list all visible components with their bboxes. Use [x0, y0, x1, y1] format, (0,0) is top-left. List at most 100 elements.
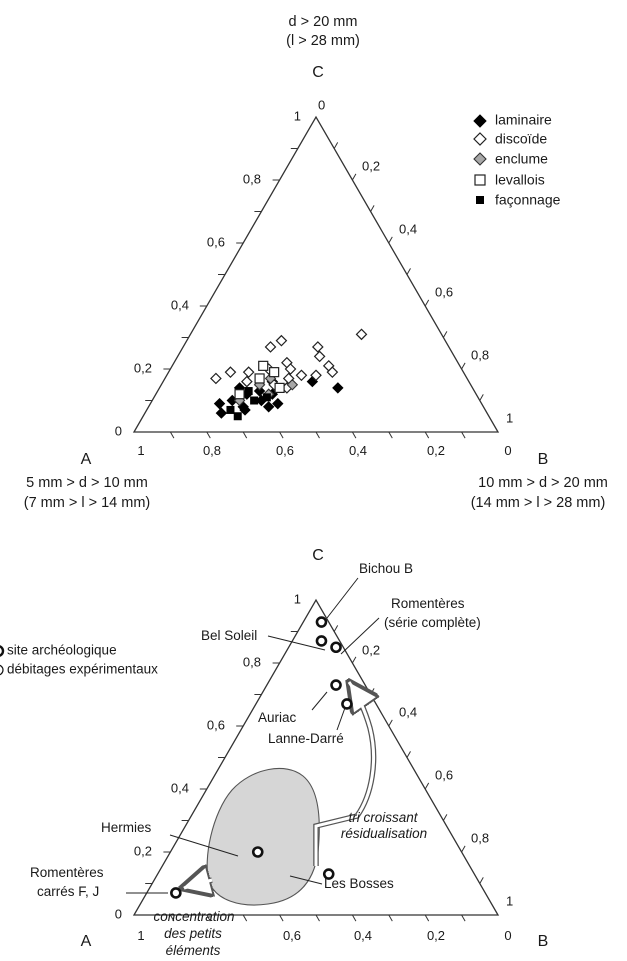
- point-levallois: [269, 367, 280, 378]
- bottom-tick: 0: [504, 928, 511, 943]
- tick-mark: [461, 845, 466, 853]
- tick-mark: [279, 431, 284, 439]
- point-discoide: [275, 334, 288, 347]
- legend-label-discoide: discoïde: [495, 131, 547, 147]
- legend-marker-enclume: [473, 152, 487, 166]
- point-discoide: [264, 341, 277, 353]
- tick-mark: [351, 173, 357, 181]
- bottom-tick-marks: [145, 625, 484, 922]
- bottom-tick: 1: [137, 928, 144, 943]
- tick-mark: [242, 431, 248, 439]
- tick-mark: [388, 431, 393, 439]
- left-tick: 1: [294, 108, 301, 123]
- site-point: [251, 846, 264, 858]
- point-discoide: [284, 363, 297, 375]
- left-tick: 0,4: [171, 297, 189, 312]
- tick-mark: [479, 394, 484, 401]
- tick-mark: [370, 205, 375, 212]
- point-discoide: [295, 369, 308, 382]
- point-levallois: [254, 373, 265, 384]
- bottom-tick: 0,8: [203, 443, 221, 458]
- right-tick: 0,4: [399, 221, 417, 236]
- site-point: [341, 698, 353, 710]
- tick-mark: [169, 914, 175, 922]
- site-label-hermies: Hermies: [101, 820, 152, 835]
- annotation-residualisation: résidualisation: [341, 826, 427, 841]
- left-tick: 0,4: [171, 780, 189, 795]
- tick-mark: [479, 877, 484, 884]
- vertex-a-label: A: [81, 933, 92, 950]
- point-faconnage: [262, 393, 271, 402]
- point-faconnage: [226, 405, 235, 414]
- right-tick: 0,6: [435, 767, 453, 782]
- leader-hermies: [169, 834, 239, 857]
- legend-marker-discoide: [473, 132, 487, 146]
- tick-mark: [333, 142, 339, 149]
- right-tick: 0,2: [362, 642, 380, 657]
- point-laminaire: [262, 401, 275, 413]
- tick-mark: [424, 782, 430, 790]
- site-label-romenteres-serie-line2: (série complète): [384, 615, 481, 630]
- point-discoide: [310, 369, 322, 382]
- legend-marker-faconnage: [476, 196, 484, 204]
- point-enclume: [286, 378, 299, 391]
- point-laminaire: [239, 404, 251, 416]
- vertex-c-label: C: [312, 64, 324, 81]
- leader-romenteres-serie: [340, 617, 380, 655]
- left-tick: 0,6: [207, 234, 225, 249]
- vertex-b-label: B: [538, 451, 549, 468]
- left-tick: 0,2: [134, 360, 152, 375]
- tick-mark: [242, 914, 248, 922]
- top-data-points: [210, 328, 368, 421]
- legend-label-faconnage: façonnage: [495, 192, 561, 208]
- point-laminaire: [332, 382, 344, 394]
- right-tick: 0,2: [362, 158, 380, 173]
- point-discoide: [326, 366, 339, 378]
- bottom-tick: 0,6: [276, 443, 294, 458]
- right-tick: 1: [506, 410, 513, 425]
- point-laminaire: [272, 397, 284, 410]
- tick-mark: [406, 268, 411, 275]
- vertex-c-line1: d > 20 mm: [289, 14, 358, 30]
- vertex-a-line2: (7 mm > l > 14 mm): [24, 495, 151, 511]
- point-levallois: [274, 382, 285, 393]
- bottom-legend: site archéologique débitages expérimenta…: [0, 643, 158, 677]
- site-point: [170, 887, 182, 899]
- point-laminaire: [215, 407, 228, 419]
- point-laminaire: [213, 397, 226, 410]
- bottom-tick: 1: [137, 443, 144, 458]
- bottom-tick: 0,4: [354, 928, 372, 943]
- left-tick: 1: [294, 591, 301, 606]
- tick-mark: [370, 688, 375, 695]
- tick-mark: [388, 719, 393, 727]
- leader-bel-soleil: [267, 635, 326, 651]
- annotation-concentration: concentration: [153, 909, 234, 924]
- site-label-bichou-b: Bichou B: [359, 561, 413, 576]
- legend-label-experimental: débitages expérimentaux: [7, 662, 158, 677]
- left-tick: 0,8: [243, 171, 261, 186]
- legend-marker-laminaire: [473, 114, 487, 128]
- legend-label-levallois: levallois: [495, 172, 545, 188]
- tick-mark: [424, 431, 430, 439]
- legend-label-site: site archéologique: [7, 643, 117, 658]
- tick-mark: [461, 914, 466, 922]
- tick-mark: [442, 331, 448, 338]
- tick-mark: [333, 625, 339, 632]
- tick-mark: [169, 431, 175, 439]
- vertex-c-line2: (l > 28 mm): [286, 33, 360, 49]
- tick-mark: [351, 431, 357, 439]
- legend-marker-site: [0, 645, 5, 657]
- site-label-bel-soleil: Bel Soleil: [201, 628, 257, 643]
- experimental-zone: [206, 767, 320, 906]
- legend-label-laminaire: laminaire: [495, 112, 552, 128]
- legend-label-enclume: enclume: [495, 151, 548, 167]
- tick-mark: [351, 914, 357, 922]
- annotation-des-petits: des petits: [164, 926, 222, 941]
- tick-mark: [279, 914, 284, 922]
- site-label-auriac: Auriac: [258, 710, 297, 725]
- bottom-triangle: [132, 598, 500, 916]
- tick-mark: [315, 431, 320, 439]
- tick-mark: [388, 236, 393, 244]
- tick-mark: [424, 914, 430, 922]
